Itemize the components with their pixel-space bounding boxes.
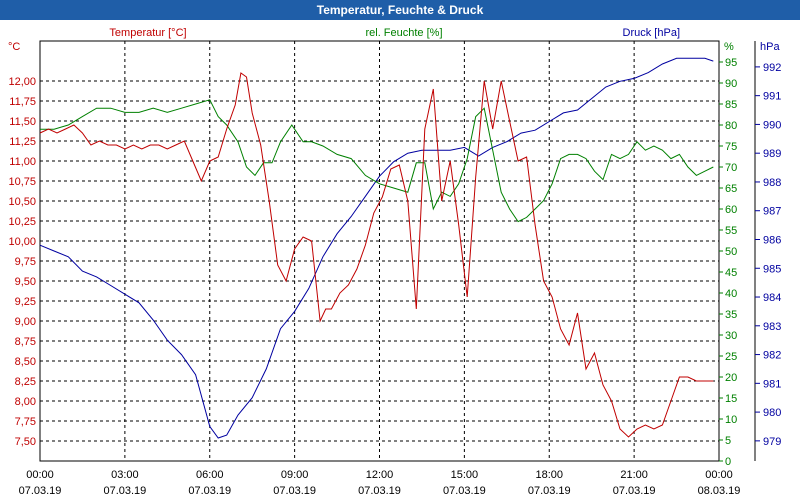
humidity-axis-title: rel. Feuchte [%] [365,27,442,39]
pressure-tick: 989 [763,148,781,160]
x-tick-date: 07.03.19 [443,485,486,497]
humidity-tick: 35 [725,309,737,321]
temperature-unit: °C [8,41,20,53]
temperature-tick: 9,75 [15,256,36,268]
pressure-tick: 982 [763,350,781,362]
x-tick-date: 07.03.19 [103,485,146,497]
window-title: Temperatur, Feuchte & Druck [0,0,800,20]
temperature-tick: 8,75 [15,336,36,348]
temperature-axis-title: Temperatur [°C] [109,27,186,39]
x-tick-time: 21:00 [620,469,648,481]
temperature-tick: 10,75 [8,176,36,188]
temperature-tick: 9,25 [15,296,36,308]
humidity-tick: 55 [725,225,737,237]
x-tick-time: 00:00 [26,469,54,481]
x-tick-time: 00:00 [705,469,733,481]
humidity-tick: 65 [725,183,737,195]
x-tick-date: 07.03.19 [358,485,401,497]
temperature-tick: 11,00 [9,156,36,168]
x-tick-time: 03:00 [111,469,139,481]
temperature-tick: 10,00 [8,236,36,248]
temperature-tick: 11,50 [9,116,36,128]
temperature-tick: 8,50 [15,356,36,368]
pressure-tick: 987 [763,206,781,218]
humidity-tick: 15 [725,393,737,405]
pressure-tick: 992 [763,62,781,74]
pressure-tick: 988 [763,177,781,189]
x-tick-time: 06:00 [196,469,224,481]
series-layer [39,57,714,439]
x-tick-time: 12:00 [366,469,394,481]
pressure-tick: 981 [763,378,781,390]
humidity-tick: 0 [725,456,731,468]
pressure-tick: 983 [763,321,781,333]
series-line-temperature [39,72,714,438]
pressure-tick: 979 [763,436,781,448]
pressure-unit: hPa [760,41,780,53]
series-line-pressure [39,57,714,439]
humidity-tick: 20 [725,372,737,384]
temperature-tick: 7,50 [15,436,36,448]
humidity-tick: 60 [725,204,737,216]
series-line-humidity [40,99,714,223]
x-tick-date: 07.03.19 [188,485,231,497]
humidity-tick: 75 [725,141,737,153]
pressure-tick: 986 [763,234,781,246]
temperature-tick: 9,50 [15,276,36,288]
humidity-tick: 10 [725,414,737,426]
grid [40,41,719,461]
axis-layer: 00:00 07.03.19 03:00 07.03.19 06:00 07.03.19 0… [8,57,781,497]
pressure-tick: 991 [763,91,781,103]
temperature-tick: 12,00 [8,76,36,88]
temperature-tick: 11,25 [9,136,36,148]
temperature-tick: 9,00 [15,316,36,328]
x-tick-time: 15:00 [451,469,479,481]
pressure-tick: 980 [763,407,781,419]
x-tick-time: 18:00 [535,469,563,481]
x-tick-date: 07.03.19 [528,485,571,497]
temperature-tick: 8,25 [15,376,36,388]
pressure-tick: 984 [763,292,781,304]
temperature-tick: 8,00 [15,396,36,408]
x-tick-time: 09:00 [281,469,309,481]
temperature-tick: 10,25 [8,216,36,228]
humidity-tick: 5 [725,435,731,447]
x-tick-date: 07.03.19 [19,485,62,497]
humidity-tick: 80 [725,120,737,132]
humidity-tick: 90 [725,78,737,90]
x-tick-date: 07.03.19 [613,485,656,497]
temperature-tick: 7,75 [15,416,36,428]
humidity-tick: 40 [725,288,737,300]
humidity-unit: % [724,41,734,53]
pressure-axis-title: Druck [hPa] [623,27,680,39]
humidity-tick: 50 [725,246,737,258]
humidity-tick: 45 [725,267,737,279]
chart-area: 00:00 07.03.19 03:00 07.03.19 06:00 07.03.19 0… [8,27,781,497]
temperature-tick: 11,75 [9,96,36,108]
temperature-tick: 10,50 [8,196,36,208]
humidity-tick: 25 [725,351,737,363]
humidity-tick: 70 [725,162,737,174]
pressure-tick: 985 [763,263,781,275]
x-tick-date: 08.03.19 [698,485,741,497]
x-tick-date: 07.03.19 [273,485,316,497]
humidity-tick: 85 [725,99,737,111]
pressure-tick: 990 [763,119,781,131]
humidity-tick: 30 [725,330,737,342]
humidity-tick: 95 [725,57,737,69]
